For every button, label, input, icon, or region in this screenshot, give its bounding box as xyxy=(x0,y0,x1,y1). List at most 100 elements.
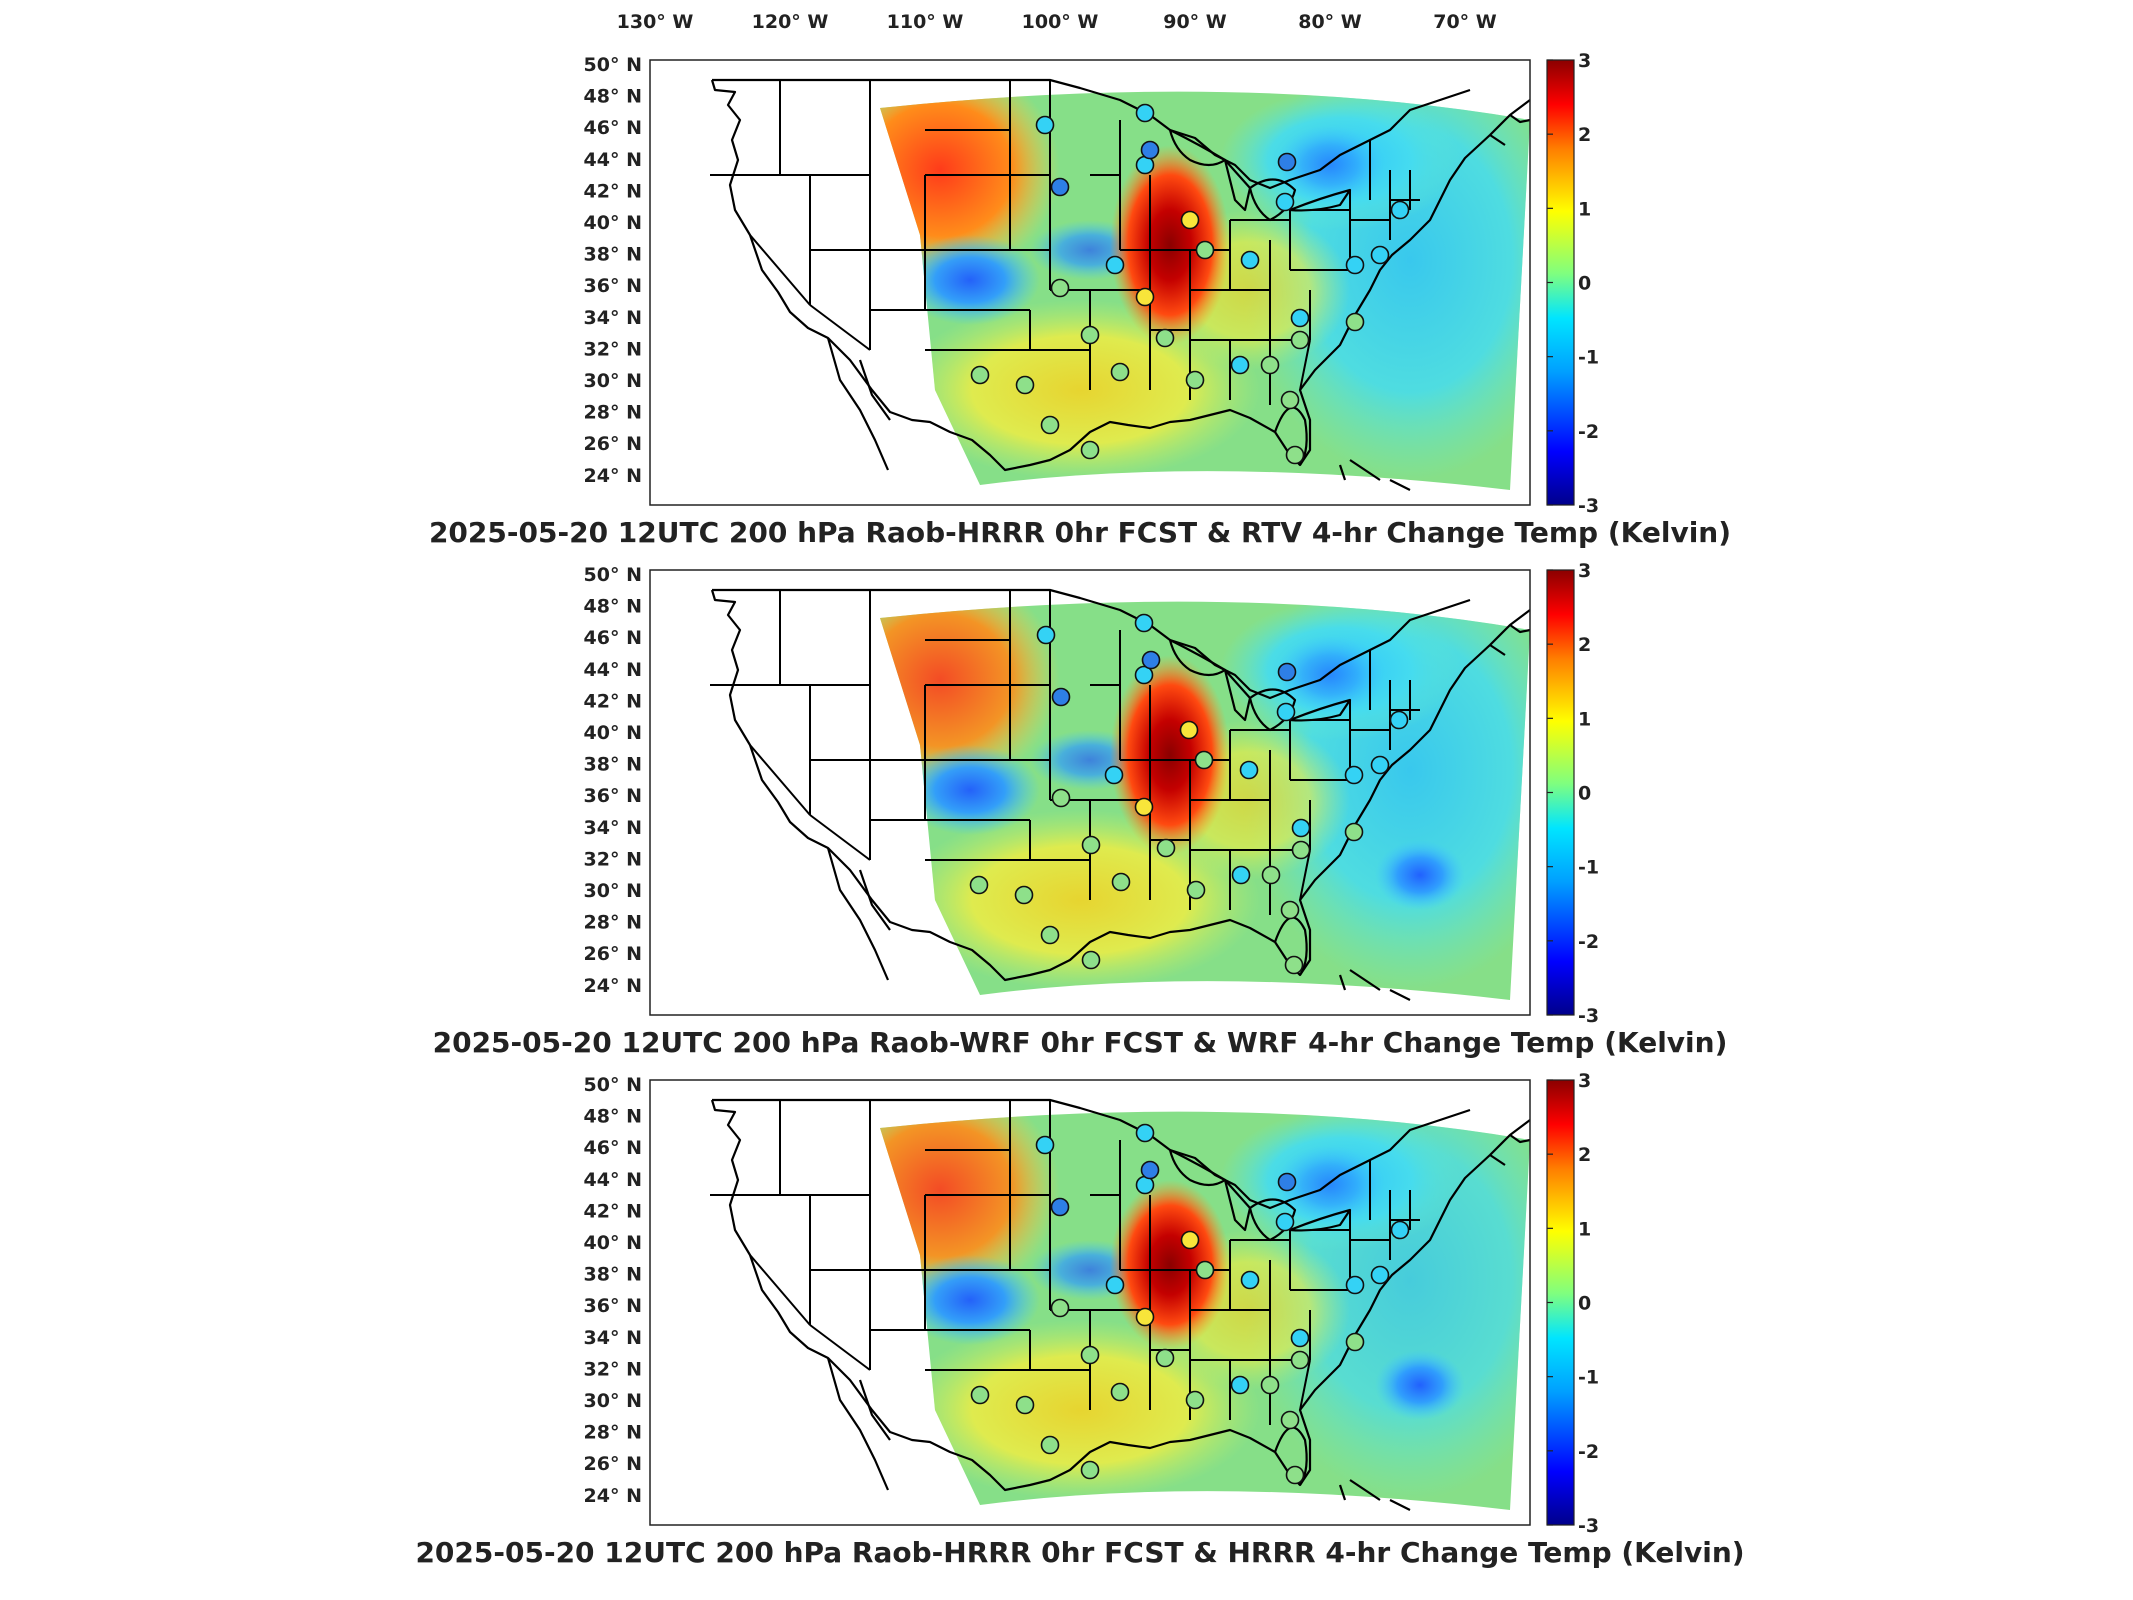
raob-station-marker xyxy=(1051,788,1071,808)
latitude-label: 26° N xyxy=(584,1453,642,1475)
raob-station-marker xyxy=(1345,1332,1365,1352)
longitude-label: 80° W xyxy=(1298,11,1362,33)
raob-station-marker xyxy=(1080,325,1100,345)
latitude-label: 24° N xyxy=(584,1485,642,1507)
colorbar-tick-label: -3 xyxy=(1578,1515,1599,1537)
raob-station-marker xyxy=(1105,255,1125,275)
raob-station-marker xyxy=(1275,192,1295,212)
raob-station-marker xyxy=(1134,665,1154,685)
latitude-label: 36° N xyxy=(584,275,642,297)
raob-station-marker xyxy=(1230,1375,1250,1395)
raob-station-marker xyxy=(1370,245,1390,265)
raob-station-marker xyxy=(1014,885,1034,905)
latitude-label: 34° N xyxy=(584,307,642,329)
latitude-label: 44° N xyxy=(584,1169,642,1191)
raob-station-marker xyxy=(1230,355,1250,375)
warm-region-northwest xyxy=(880,91,1060,280)
raob-station-marker xyxy=(1015,375,1035,395)
latitude-label: 32° N xyxy=(584,848,642,870)
map-panel: 50° N 48° N 46° N 44° N 42° N 40° N 38° N 36° N… xyxy=(584,1074,1532,1526)
raob-station-marker xyxy=(1134,797,1154,817)
raob-station-marker xyxy=(1290,330,1310,350)
raob-station-marker xyxy=(1036,625,1056,645)
raob-station-marker xyxy=(1291,818,1311,838)
raob-station-marker xyxy=(1277,662,1297,682)
raob-station-marker xyxy=(1080,1460,1100,1480)
raob-station-marker xyxy=(969,875,989,895)
panel-title: 2025-05-20 12UTC 200 hPa Raob-HRRR 0hr F… xyxy=(415,1536,1744,1569)
raob-station-marker xyxy=(1260,355,1280,375)
colorbar-tick-label: 1 xyxy=(1578,708,1591,730)
latitude-label: 50° N xyxy=(584,54,642,76)
colorbar-tick-label: 0 xyxy=(1578,1293,1591,1315)
panel-title: 2025-05-20 12UTC 200 hPa Raob-HRRR 0hr F… xyxy=(429,516,1731,549)
raob-station-marker xyxy=(1105,1275,1125,1295)
raob-station-marker xyxy=(1345,312,1365,332)
colorbar-tick-label: -1 xyxy=(1578,1367,1599,1389)
latitude-label: 38° N xyxy=(584,754,642,776)
raob-station-marker xyxy=(1231,865,1251,885)
raob-station-marker xyxy=(1081,835,1101,855)
raob-station-marker xyxy=(1194,750,1214,770)
cold-spot-lakes xyxy=(1275,125,1385,205)
raob-station-marker xyxy=(1141,650,1161,670)
raob-station-marker xyxy=(1284,955,1304,975)
latitude-label: 32° N xyxy=(584,338,642,360)
raob-station-marker xyxy=(1277,152,1297,172)
raob-station-marker xyxy=(970,365,990,385)
hot-core-central xyxy=(1110,1180,1230,1350)
raob-station-marker xyxy=(1104,765,1124,785)
raob-station-marker xyxy=(1344,822,1364,842)
raob-station-marker xyxy=(1275,1212,1295,1232)
latitude-label: 28° N xyxy=(584,402,642,424)
raob-station-marker xyxy=(1370,1265,1390,1285)
latitude-label: 28° N xyxy=(584,912,642,934)
raob-station-marker xyxy=(1180,210,1200,230)
raob-station-marker xyxy=(1134,613,1154,633)
raob-station-marker xyxy=(1345,255,1365,275)
raob-station-marker xyxy=(1040,1435,1060,1455)
colorbar-tick-label: -3 xyxy=(1578,1005,1599,1027)
latitude-label: 26° N xyxy=(584,433,642,455)
colorbar-tick-label: 1 xyxy=(1578,198,1591,220)
raob-station-marker xyxy=(1291,840,1311,860)
raob-station-marker xyxy=(1280,390,1300,410)
colorbar-tick-label: -2 xyxy=(1578,931,1599,953)
latitude-label: 40° N xyxy=(584,722,642,744)
raob-station-marker xyxy=(1050,177,1070,197)
raob-station-marker xyxy=(1015,1395,1035,1415)
raob-station-marker xyxy=(1345,1275,1365,1295)
raob-station-marker xyxy=(1261,865,1281,885)
latitude-label: 46° N xyxy=(584,117,642,139)
cold-spot-lakes xyxy=(1275,1145,1385,1225)
longitude-label: 110° W xyxy=(887,11,964,33)
raob-station-marker xyxy=(1135,287,1155,307)
colorbar-tick-label: 1 xyxy=(1578,1218,1591,1240)
latitude-label: 48° N xyxy=(584,1106,642,1128)
latitude-label: 46° N xyxy=(584,1137,642,1159)
raob-station-marker xyxy=(1390,1220,1410,1240)
raob-station-marker xyxy=(1344,765,1364,785)
raob-station-marker xyxy=(1081,950,1101,970)
latitude-label: 30° N xyxy=(584,1390,642,1412)
map-panel: 50° N 48° N 46° N 44° N 42° N 40° N 38° N 36° N… xyxy=(584,564,1532,1016)
raob-station-marker xyxy=(1110,362,1130,382)
colorbar-tick-label: -3 xyxy=(1578,495,1599,517)
raob-station-marker xyxy=(970,1385,990,1405)
colorbar-tick-label: 0 xyxy=(1578,273,1591,295)
raob-station-marker xyxy=(1155,328,1175,348)
raob-station-marker xyxy=(1389,710,1409,730)
latitude-label: 48° N xyxy=(584,86,642,108)
raob-station-marker xyxy=(1285,1465,1305,1485)
latitude-label: 32° N xyxy=(584,1358,642,1380)
longitude-axis: 130° W 120° W 110° W 100° W 90° W 80° W 70° W xyxy=(617,11,1497,33)
colorbar-tick-label: -2 xyxy=(1578,421,1599,443)
map-frame xyxy=(649,1079,1531,1526)
raob-station-marker xyxy=(1156,838,1176,858)
raob-station-marker xyxy=(1179,720,1199,740)
raob-station-marker xyxy=(1040,925,1060,945)
raob-station-marker xyxy=(1050,278,1070,298)
raob-station-marker xyxy=(1390,200,1410,220)
raob-station-marker xyxy=(1140,140,1160,160)
